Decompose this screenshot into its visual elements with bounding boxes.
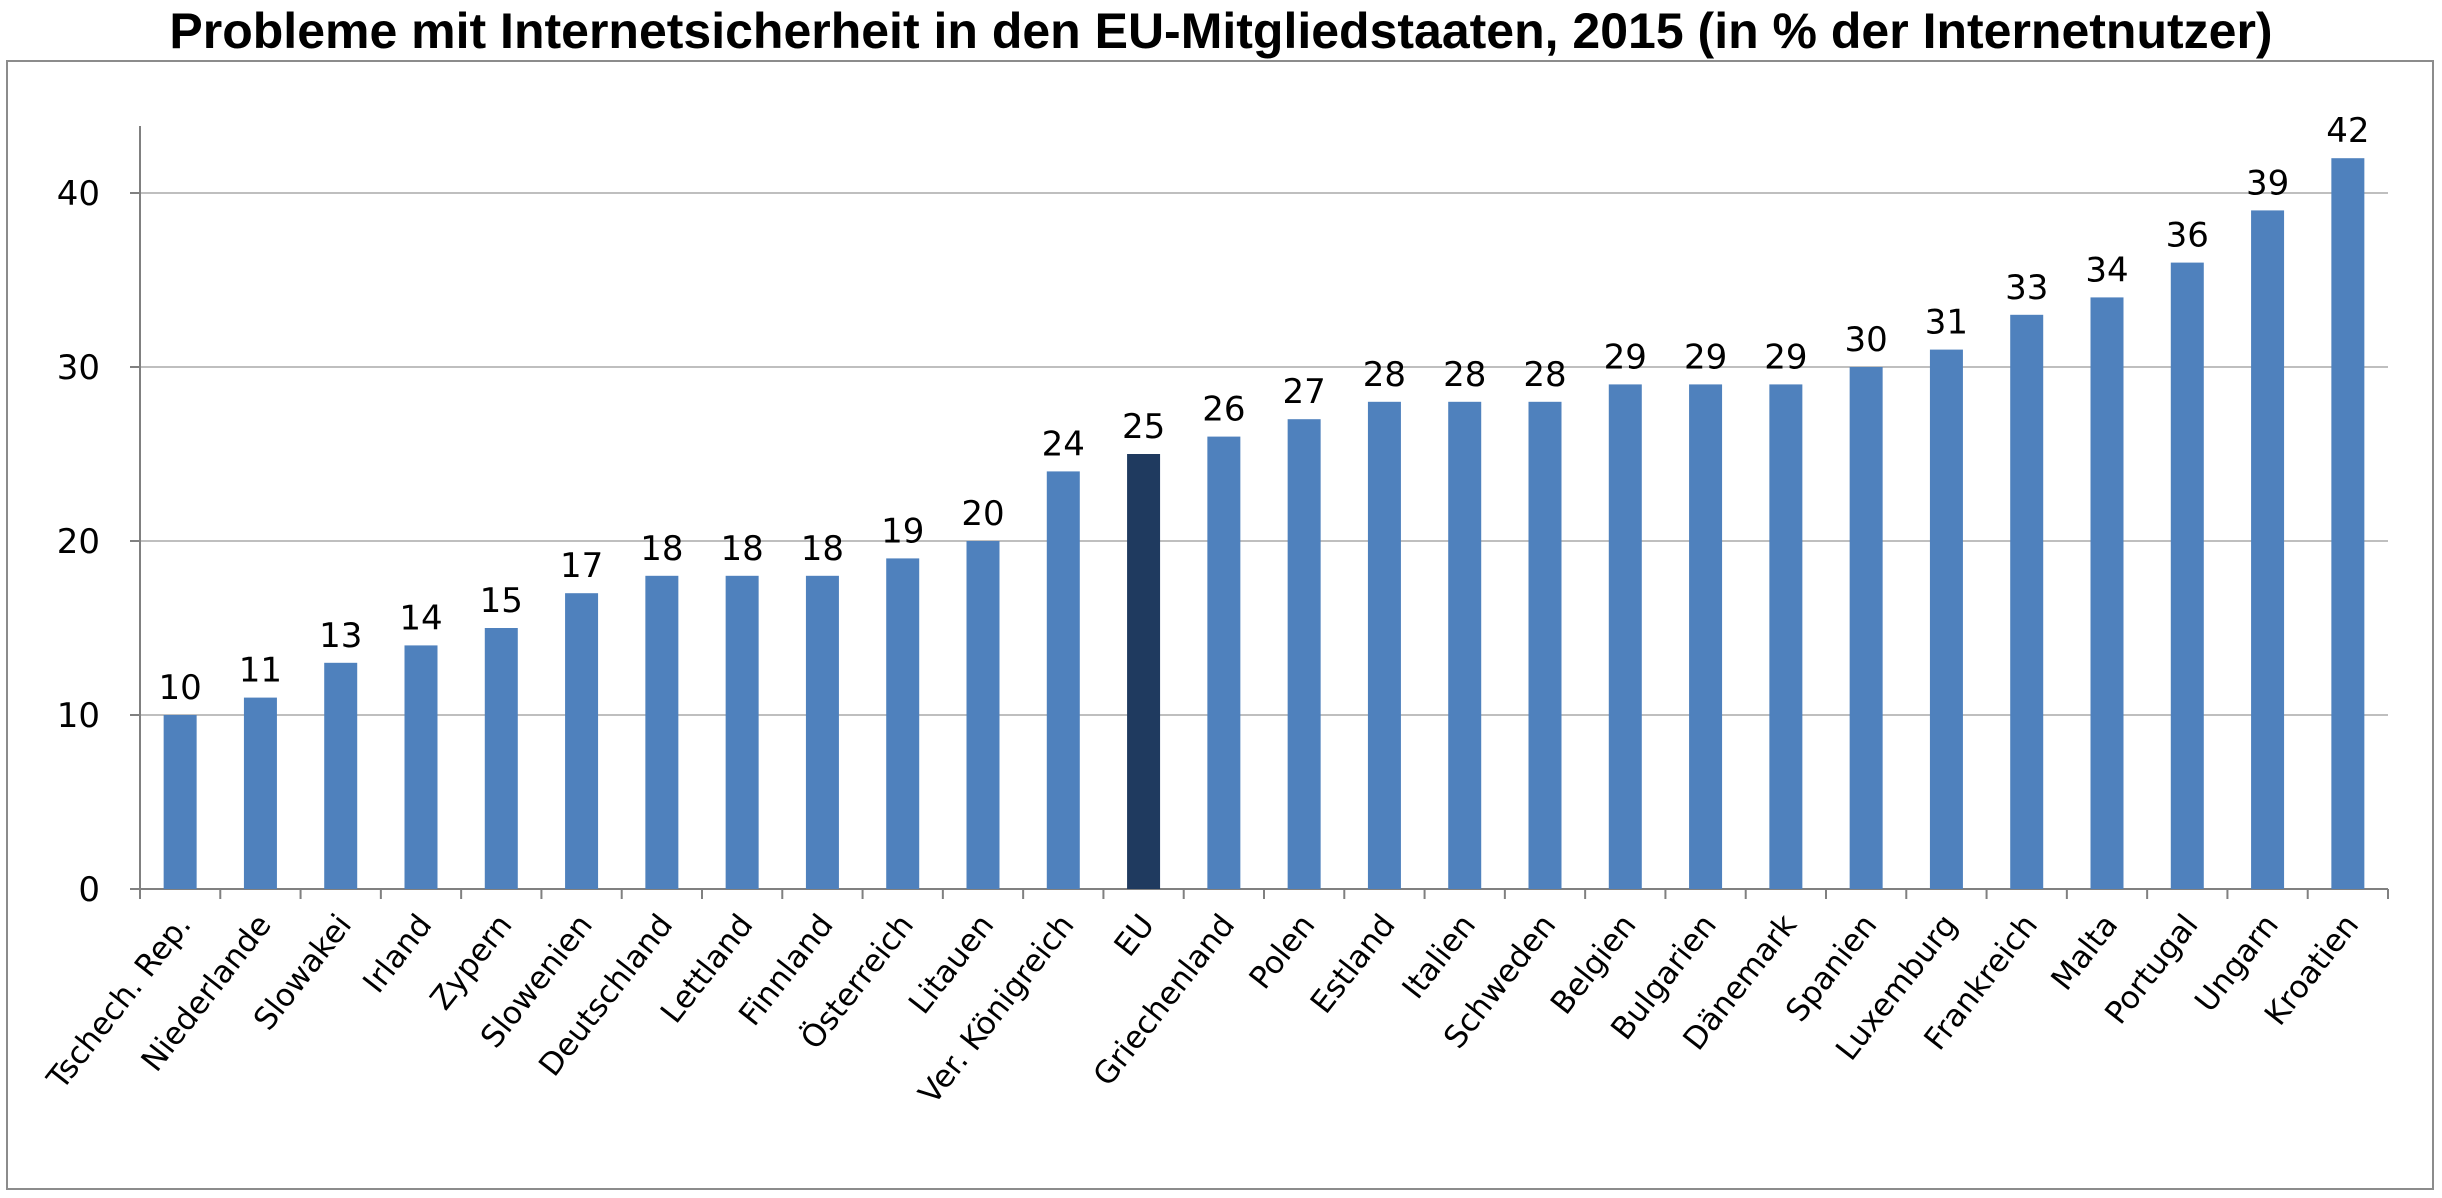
bar-Deutschland (645, 575, 679, 889)
bar-Kroatien (2331, 158, 2365, 889)
data-label: 24 (1042, 424, 1085, 464)
data-label: 25 (1122, 407, 1165, 447)
bar-Niederlande (243, 697, 277, 889)
bar-Irland (404, 645, 438, 889)
bar-Dänemark (1769, 384, 1803, 889)
data-label: 28 (1523, 355, 1566, 395)
data-label: 13 (319, 616, 362, 656)
category-label: Estland (1304, 908, 1403, 1021)
data-label: 18 (640, 529, 683, 569)
data-label: 34 (2085, 250, 2128, 290)
data-label: 15 (480, 581, 523, 621)
bar-Griechenland (1207, 436, 1241, 889)
bar-Estland (1367, 401, 1401, 889)
y-tick-label: 0 (78, 870, 100, 910)
data-label: 11 (239, 651, 282, 691)
bar-Polen (1287, 419, 1321, 889)
bar-Österreich (886, 558, 920, 889)
bar-Spanien (1849, 367, 1883, 889)
bar-Slowenien (565, 593, 599, 889)
category-label: Polen (1242, 908, 1322, 996)
data-label: 10 (159, 668, 202, 708)
data-label: 36 (2166, 216, 2209, 256)
category-label: Griechenland (1086, 908, 1242, 1093)
bar-Lettland (725, 575, 759, 889)
chart-frame (6, 60, 2434, 1190)
data-label: 29 (1764, 337, 1807, 377)
category-label: Tschech. Rep. (40, 908, 199, 1097)
bar-Luxemburg (1929, 349, 1963, 890)
bar-Ver. Königreich (1046, 471, 1080, 889)
bar-Belgien (1608, 384, 1642, 889)
data-label: 18 (721, 529, 764, 569)
data-label: 28 (1443, 355, 1486, 395)
data-label: 39 (2246, 163, 2289, 203)
data-label: 27 (1283, 372, 1326, 412)
bars (163, 158, 2365, 890)
data-label: 17 (560, 546, 603, 586)
y-tick-labels: 0 10 20 30 40 (57, 174, 100, 910)
data-label: 20 (961, 494, 1004, 534)
data-label: 30 (1845, 320, 1888, 360)
y-tick-label: 40 (57, 174, 100, 214)
bar-EU (1127, 454, 1161, 889)
y-tick-label: 10 (57, 696, 100, 736)
bar-Slowakei (324, 662, 358, 889)
category-label: Malta (2044, 908, 2125, 998)
gridlines (140, 192, 2388, 716)
y-tick-label: 30 (57, 348, 100, 388)
data-label: 28 (1363, 355, 1406, 395)
bar-Litauen (966, 541, 1000, 889)
x-tick-labels: Tschech. Rep.NiederlandeSlowakeiIrlandZy… (40, 907, 2367, 1111)
bar-Tschech. Rep. (163, 715, 197, 889)
data-label: 42 (2326, 111, 2369, 151)
chart-title: Probleme mit Internetsicherheit in den E… (169, 3, 2273, 59)
data-label: 14 (399, 598, 442, 638)
data-labels: 10 11 13 14 15 17 18 18 18 19 20 24 25 26 27 28 28 28 29 29… (159, 111, 2370, 708)
category-label: Irland (356, 908, 439, 1000)
data-label: 29 (1604, 337, 1647, 377)
bar-Malta (2090, 297, 2124, 889)
y-tick-label: 20 (57, 522, 100, 562)
bar-Frankreich (2010, 314, 2044, 889)
category-label: EU (1107, 908, 1161, 963)
data-label: 33 (2005, 268, 2048, 308)
bar-Ungarn (2251, 210, 2285, 889)
data-label: 18 (801, 529, 844, 569)
bar-Bulgarien (1689, 384, 1723, 889)
bar-Portugal (2170, 262, 2204, 890)
bar-Schweden (1528, 401, 1562, 889)
axes (130, 126, 2389, 899)
bar-Zypern (484, 628, 518, 889)
bar-Finnland (805, 575, 839, 889)
data-label: 19 (881, 511, 924, 551)
data-label: 31 (1925, 303, 1968, 343)
bar-Italien (1448, 401, 1482, 889)
data-label: 26 (1202, 390, 1245, 430)
data-label: 29 (1684, 337, 1727, 377)
